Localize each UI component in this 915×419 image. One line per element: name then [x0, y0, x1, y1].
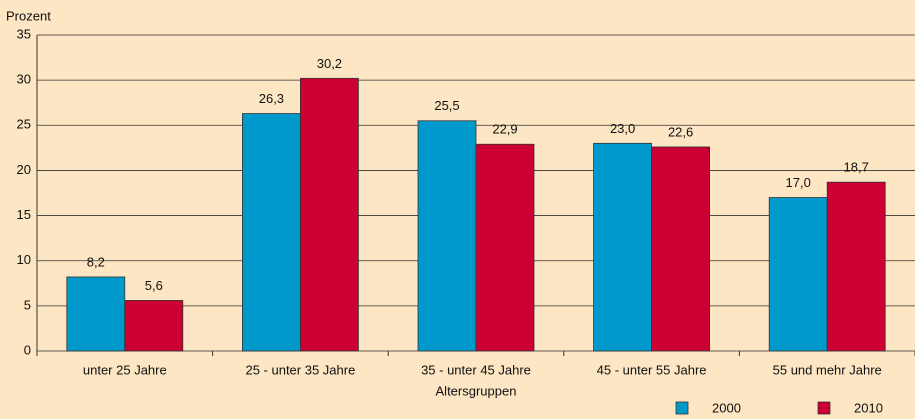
bar [417, 120, 477, 352]
value-label: 22,9 [492, 122, 517, 137]
y-axis-label: Prozent [6, 8, 51, 23]
legend-label: 2000 [712, 400, 741, 415]
y-tick-label: 25 [17, 117, 31, 132]
value-label: 22,6 [668, 124, 693, 139]
bar [66, 276, 126, 352]
legend-swatch [817, 401, 831, 415]
y-tick-label: 30 [17, 72, 31, 87]
x-tick-label: 55 und mehr Jahre [773, 362, 882, 377]
value-label: 23,0 [610, 121, 635, 136]
x-tick-label: 35 - unter 45 Jahre [421, 362, 531, 377]
y-tick-label: 0 [24, 342, 31, 357]
value-label: 18,7 [844, 160, 869, 175]
bar [299, 77, 359, 352]
y-tick-label: 20 [17, 162, 31, 177]
y-tick-label: 5 [24, 297, 31, 312]
bar [768, 197, 828, 352]
bar [124, 300, 184, 352]
bar [241, 113, 301, 352]
x-tick-label: 45 - unter 55 Jahre [597, 362, 707, 377]
x-tick-label: 25 - unter 35 Jahre [245, 362, 355, 377]
y-tick-label: 35 [17, 26, 31, 41]
legend-label: 2010 [854, 400, 883, 415]
bar [475, 143, 535, 352]
value-label: 5,6 [145, 278, 163, 293]
value-label: 26,3 [259, 91, 284, 106]
y-tick-label: 15 [17, 207, 31, 222]
value-label: 30,2 [317, 56, 342, 71]
bar [651, 146, 710, 352]
value-label: 17,0 [786, 175, 811, 190]
x-tick-label: unter 25 Jahre [83, 362, 167, 377]
legend-swatch [675, 401, 689, 415]
bar [826, 181, 886, 352]
value-label: 25,5 [434, 98, 459, 113]
y-tick-label: 10 [17, 252, 31, 267]
bar [593, 142, 652, 352]
x-axis-label: Altersgruppen [436, 383, 517, 398]
value-label: 8,2 [87, 254, 105, 269]
